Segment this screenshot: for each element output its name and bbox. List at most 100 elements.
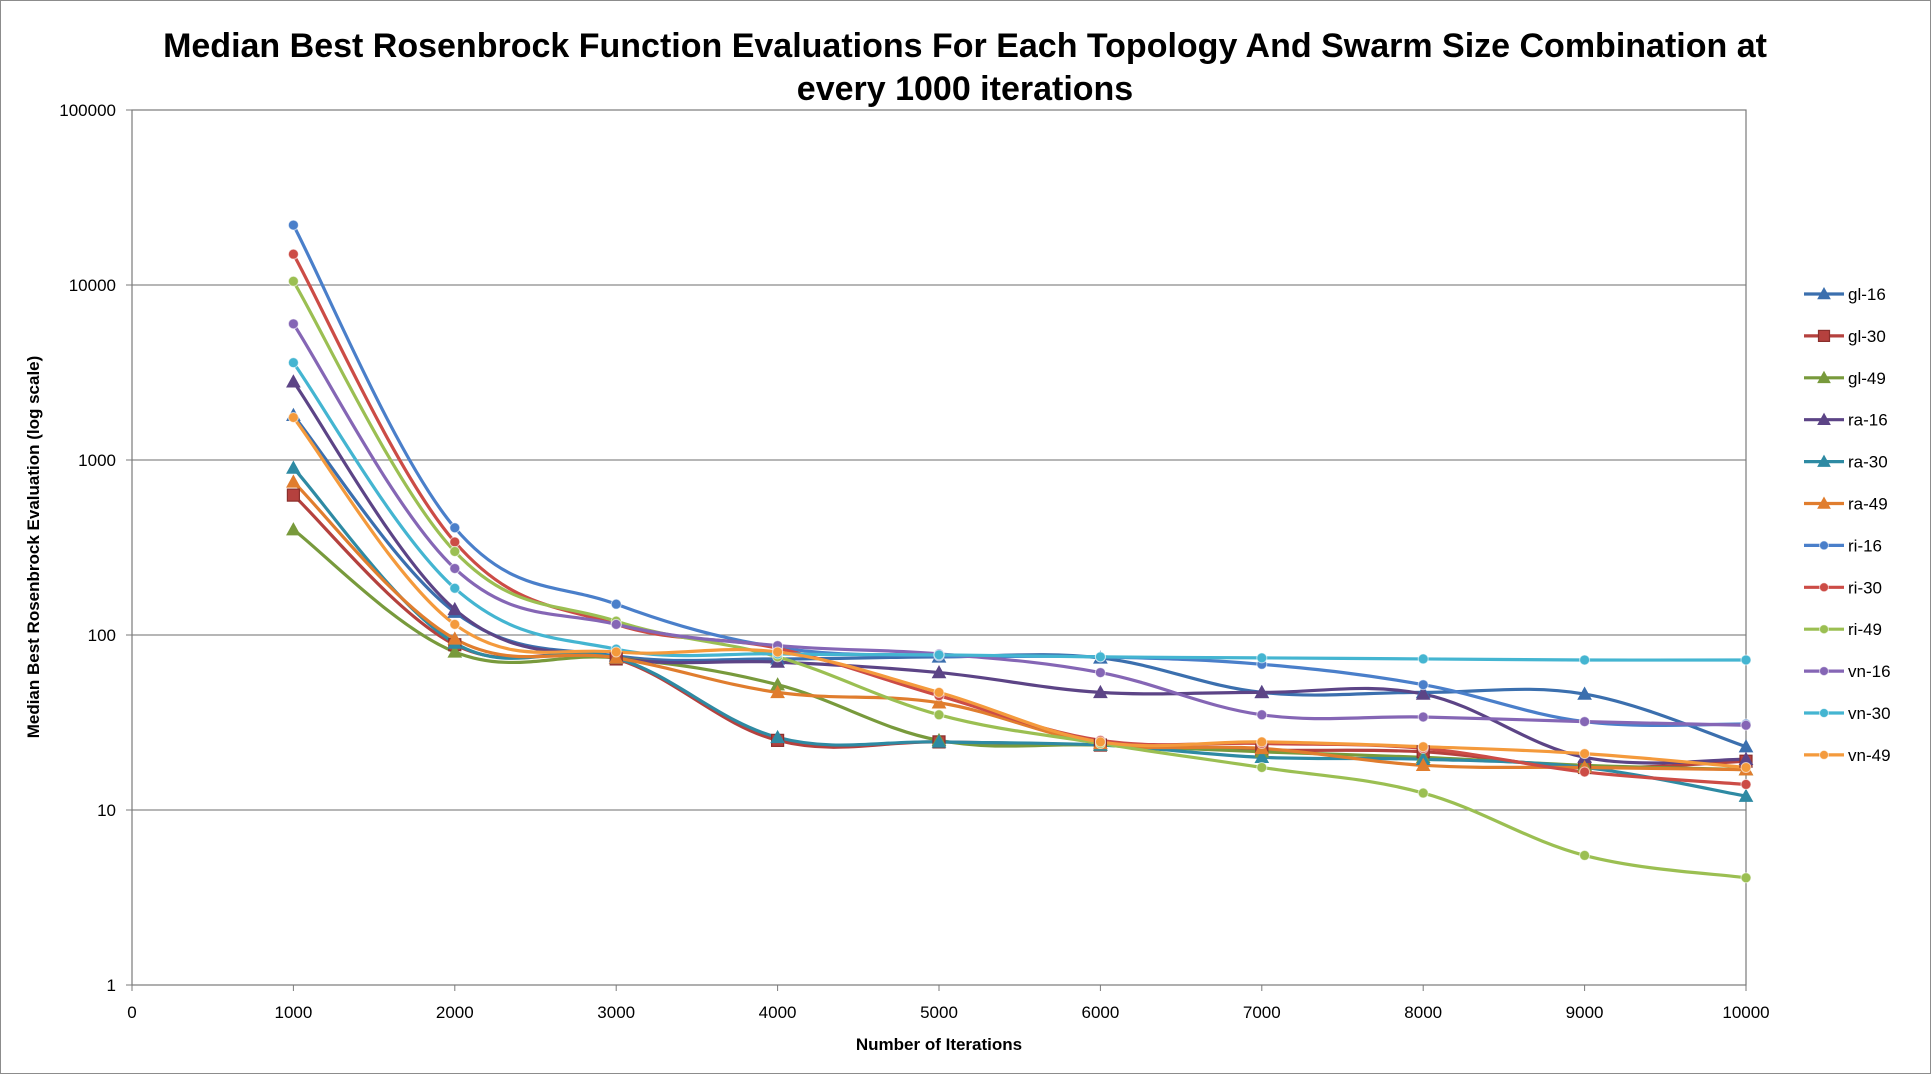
data-point	[1417, 741, 1429, 753]
series-ra-49	[291, 480, 1748, 772]
legend-item: ri-49	[1804, 620, 1882, 639]
data-point	[1417, 787, 1429, 799]
x-tick-label: 10000	[1722, 1003, 1769, 1022]
legend-item: ra-49	[1804, 495, 1888, 514]
series-line	[291, 361, 1748, 662]
data-point	[933, 686, 945, 698]
x-tick-label: 4000	[759, 1003, 797, 1022]
data-point	[1415, 757, 1431, 772]
legend: gl-16 gl-30 gl-49 ra-16 ra-30 ra-49 ri-16 ri-30…	[1804, 285, 1891, 765]
data-point	[933, 709, 945, 721]
data-point	[1579, 748, 1591, 760]
data-point	[1417, 653, 1429, 665]
legend-label: gl-30	[1848, 327, 1886, 346]
y-tick-label: 1	[107, 976, 116, 995]
y-axis-ticks: 1 10 100 1000 10000 100000	[59, 101, 132, 995]
data-point	[1254, 684, 1270, 699]
data-point	[1256, 709, 1268, 721]
legend-item: gl-16	[1804, 285, 1886, 304]
series-line	[291, 466, 1748, 798]
data-point	[287, 318, 299, 330]
data-point	[931, 695, 947, 709]
x-tick-label: 5000	[920, 1003, 958, 1022]
series-markers-vn-49	[287, 411, 1752, 773]
chart-title-line-1: Median Best Rosenbrock Function Evaluati…	[163, 27, 1767, 65]
data-point	[1740, 719, 1752, 731]
data-point	[287, 219, 299, 231]
series-ra-16	[291, 380, 1748, 765]
data-point	[1740, 761, 1752, 773]
data-point	[772, 646, 784, 658]
legend-item: ri-16	[1804, 536, 1882, 555]
data-point	[447, 631, 463, 645]
data-point	[1417, 711, 1429, 723]
data-point	[286, 374, 301, 388]
legend-label: gl-49	[1848, 369, 1886, 388]
x-tick-label: 8000	[1404, 1003, 1442, 1022]
data-point	[1738, 788, 1754, 802]
data-point	[449, 536, 461, 548]
legend-label: ra-16	[1848, 411, 1888, 430]
legend-label: ri-16	[1848, 536, 1882, 555]
legend-item: vn-16	[1804, 662, 1891, 681]
data-point	[287, 411, 299, 423]
series-ra-30	[291, 466, 1748, 798]
data-point	[449, 546, 461, 558]
legend-item: vn-30	[1804, 704, 1891, 723]
data-point	[1579, 716, 1591, 728]
series-vn-16	[291, 322, 1748, 727]
data-point	[1094, 667, 1106, 679]
y-tick-label: 10	[97, 801, 116, 820]
legend-item: ra-30	[1804, 453, 1888, 472]
data-point	[770, 684, 785, 699]
x-tick-label: 1000	[274, 1003, 312, 1022]
x-tick-label: 6000	[1081, 1003, 1119, 1022]
data-point	[1817, 412, 1831, 425]
data-point	[1094, 651, 1106, 663]
data-point	[1819, 708, 1829, 718]
data-point	[1817, 329, 1831, 342]
series-line	[291, 415, 1748, 770]
data-point	[1819, 666, 1829, 677]
series-line	[291, 480, 1748, 772]
data-point	[1817, 454, 1831, 467]
data-point	[286, 474, 301, 488]
data-point	[1819, 624, 1829, 635]
series-ri-30	[291, 252, 1748, 787]
data-point	[770, 729, 785, 744]
data-point	[931, 734, 947, 748]
y-tick-label: 100	[88, 626, 116, 645]
data-point	[286, 460, 301, 474]
data-point	[1415, 686, 1431, 700]
y-tick-label: 100000	[59, 101, 116, 120]
legend-label: vn-30	[1848, 704, 1891, 723]
data-point	[1577, 686, 1592, 700]
data-point	[1817, 496, 1831, 509]
legend-item: gl-30	[1804, 327, 1886, 346]
legend-label: gl-16	[1848, 285, 1886, 304]
data-point	[610, 618, 622, 630]
data-point	[1819, 749, 1829, 760]
data-point	[449, 582, 461, 594]
series-line	[291, 322, 1748, 727]
data-point	[610, 598, 622, 610]
data-point	[1819, 582, 1829, 593]
data-point	[1579, 849, 1591, 861]
data-point	[933, 649, 945, 661]
data-point	[1256, 736, 1268, 748]
legend-label: ri-49	[1848, 620, 1882, 639]
data-point	[610, 646, 622, 658]
data-point	[1740, 872, 1752, 884]
x-axis-ticks: 0 1000 2000 3000 4000 5000 6000 7000 8000 9000 100…	[127, 985, 1770, 1022]
y-tick-label: 10000	[69, 276, 116, 295]
data-point	[1817, 286, 1831, 300]
y-axis-label: Median Best Rosenbrock Evaluation (log s…	[24, 356, 43, 739]
series-line	[291, 380, 1748, 765]
data-point	[449, 522, 461, 534]
legend-label: ri-30	[1848, 578, 1882, 597]
data-point	[286, 488, 300, 502]
data-point	[1819, 540, 1829, 551]
data-point	[287, 275, 299, 287]
